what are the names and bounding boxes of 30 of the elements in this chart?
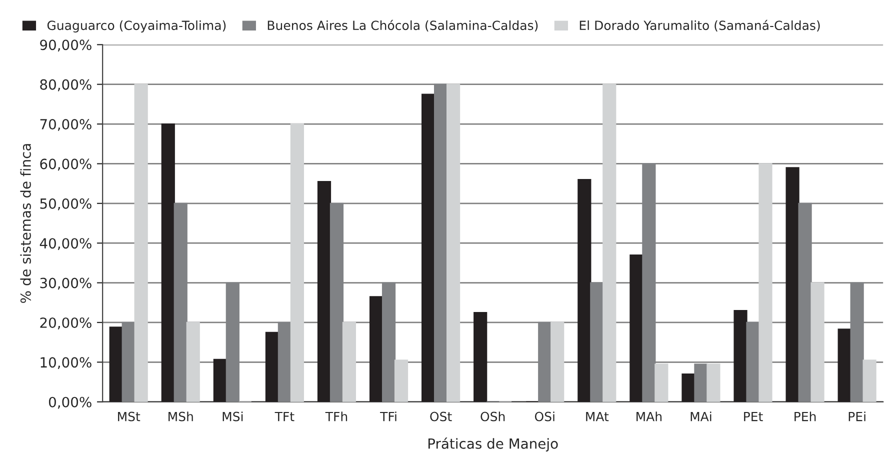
y-tick-label: 10,00%: [40, 357, 92, 370]
x-tick-label: OSt: [430, 412, 452, 422]
legend-label: El Dorado Yarumalito (Samaná-Caldas): [580, 20, 820, 32]
legend-label: Guaguarco (Coyaima-Tolima): [47, 20, 226, 33]
y-tick-label: 50,00%: [40, 198, 92, 210]
y-tick-label: 90,00%: [40, 40, 92, 52]
x-tick-label: MSi: [222, 412, 243, 422]
x-tick-label: MAt: [586, 412, 609, 422]
y-axis-title: % de sistemas de finca: [20, 144, 31, 303]
x-tick-label: TFi: [380, 412, 396, 422]
y-tick-label: 0,00%: [48, 396, 92, 409]
x-tick-label: MSh: [168, 412, 193, 422]
y-tick-label: 60,00%: [40, 158, 92, 171]
x-tick-label: OSh: [480, 412, 505, 422]
y-tick-label: 80,00%: [40, 79, 92, 92]
y-tick-label: 70,00%: [40, 118, 92, 131]
x-tick-label: MAh: [636, 412, 662, 422]
x-tick-label: MAi: [690, 412, 712, 422]
x-tick-label: TFt: [274, 412, 294, 422]
x-tick-label: OSi: [534, 412, 554, 422]
y-tick-label: 30,00%: [40, 278, 92, 290]
x-tick-label: PEi: [848, 412, 866, 422]
x-tick-label: PEh: [794, 412, 816, 422]
x-tick-label: TFh: [325, 412, 348, 422]
x-tick-label: PEt: [744, 412, 763, 422]
x-tick-label: MSt: [118, 412, 140, 422]
legend-label: Buenos Aires La Chócola (Salamina-Caldas): [268, 20, 538, 32]
y-tick-label: 20,00%: [40, 317, 92, 330]
x-axis-title: Práticas de Manejo: [428, 438, 558, 452]
y-tick-label: 40,00%: [40, 238, 92, 250]
